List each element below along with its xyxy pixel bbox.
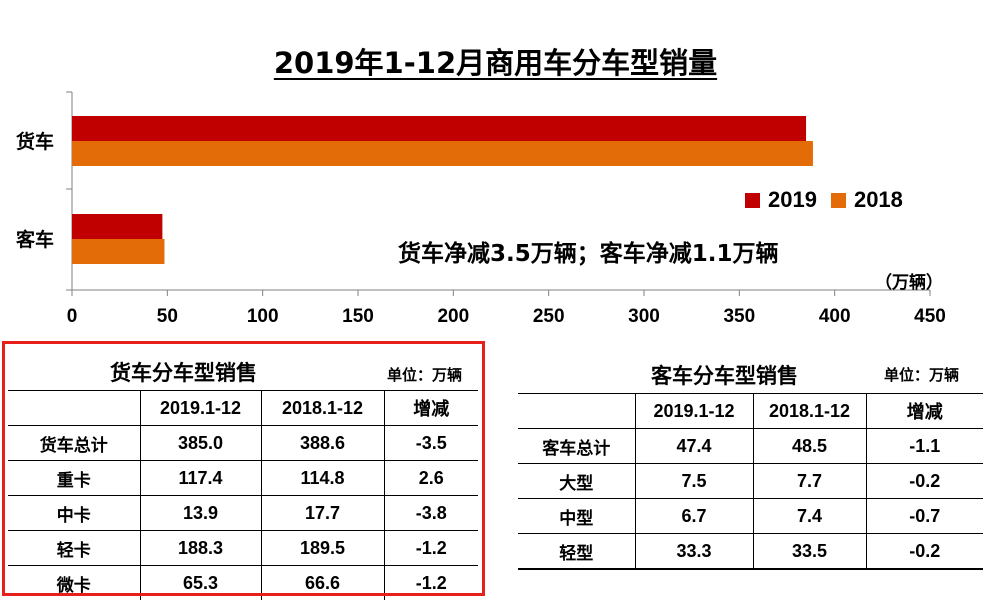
bus-table-cell: -0.2	[865, 463, 983, 499]
bus-table-cell: -1.1	[865, 428, 983, 464]
bus-table-row: 中型 6.7 7.4 -0.7	[518, 498, 983, 534]
bar-2018-truck	[72, 141, 813, 166]
truck-table-title: 货车分车型销售	[110, 361, 257, 385]
truck-table-row: 重卡 117.4 114.8 2.6	[8, 460, 478, 496]
truck-table-cell: 2.6	[383, 460, 478, 496]
bus-table-row: 客车总计 47.4 48.5 -1.1	[518, 428, 983, 464]
truck-sales-table: 2019.1-12 2018.1-12 增减 货车总计 385.0 388.6 -3.5 重卡…	[8, 390, 478, 600]
category-label: 客车	[16, 228, 54, 251]
bus-table-cell: 47.4	[634, 428, 754, 464]
truck-table-row: 货车总计 385.0 388.6 -3.5	[8, 425, 478, 461]
truck-table-row-label: 轻卡	[8, 530, 141, 566]
bus-table-row: 轻型 33.3 33.5 -0.2	[518, 533, 983, 570]
legend-item-2019: 2019	[745, 187, 817, 213]
x-tick-label: 0	[67, 306, 78, 327]
legend-swatch-2018	[830, 192, 846, 208]
bus-table-cell: 33.5	[752, 533, 867, 570]
truck-table-cell: -3.5	[383, 425, 478, 461]
truck-table-unit: 单位：万辆	[387, 366, 463, 384]
truck-table-cell: 117.4	[139, 460, 262, 496]
legend-label-2018: 2018	[853, 187, 903, 212]
bus-table-cell: -0.2	[865, 533, 983, 570]
bus-table-cell: 33.3	[634, 533, 754, 570]
bus-table-cell: 6.7	[634, 498, 754, 534]
bus-table-title: 客车分车型销售	[651, 364, 798, 388]
truck-table-cell: -1.2	[383, 530, 478, 566]
x-tick-label: 100	[247, 306, 279, 327]
x-tick-label: 150	[342, 306, 374, 327]
truck-table-header-row: 2019.1-12 2018.1-12 增减	[8, 390, 478, 426]
bus-table-row-label: 客车总计	[518, 428, 636, 464]
x-tick-label: 450	[914, 306, 946, 327]
truck-table-header-cell: 2019.1-12	[139, 390, 262, 426]
category-label: 货车	[16, 130, 54, 153]
bus-table-cell: 7.7	[752, 463, 867, 499]
bus-table-header-row: 2019.1-12 2018.1-12 增减	[518, 393, 983, 429]
bus-table-cell: 48.5	[752, 428, 867, 464]
x-tick-label: 400	[819, 306, 851, 327]
x-tick-label: 250	[533, 306, 565, 327]
bus-table-header-cell: 2018.1-12	[752, 393, 867, 429]
truck-table-cell: 188.3	[139, 530, 262, 566]
bus-table-cell: 7.4	[752, 498, 867, 534]
axis-unit-label: （万辆）	[875, 273, 943, 293]
bar-2018-bus	[72, 239, 165, 264]
x-tick-label: 350	[723, 306, 755, 327]
bus-table-row: 大型 7.5 7.7 -0.2	[518, 463, 983, 499]
x-tick-label: 50	[157, 306, 178, 327]
legend-label-2019: 2019	[768, 187, 817, 212]
chart-title: 2019年1-12月商用车分车型销量	[273, 46, 718, 80]
chart-annotation: 货车净减3.5万辆；客车净减1.1万辆	[398, 241, 779, 267]
bus-table-cell: -0.7	[865, 498, 983, 534]
bus-table-header-cell	[518, 393, 636, 429]
x-tick-label: 300	[628, 306, 660, 327]
truck-table-header-cell	[8, 390, 141, 426]
bus-table-row-label: 轻型	[518, 533, 636, 570]
chart-legend: 2019 2018	[745, 187, 903, 213]
truck-table-cell: 189.5	[260, 530, 385, 566]
bus-table-unit: 单位：万辆	[884, 366, 960, 384]
truck-table-cell: -3.8	[383, 495, 478, 531]
truck-table-cell: 114.8	[260, 460, 385, 496]
truck-table-highlight	[2, 341, 485, 596]
bar-2019-truck	[72, 116, 807, 141]
bus-table-row-label: 大型	[518, 463, 636, 499]
bar-2019-bus	[72, 214, 163, 239]
truck-table-row: 轻卡 188.3 189.5 -1.2	[8, 530, 478, 566]
truck-table-cell: 388.6	[260, 425, 385, 461]
legend-item-2018: 2018	[830, 187, 903, 213]
legend-swatch-2019	[745, 192, 760, 208]
bus-table-header-cell: 2019.1-12	[634, 393, 754, 429]
truck-table-row: 中卡 13.9 17.7 -3.8	[8, 495, 478, 531]
truck-table-row-label: 重卡	[8, 460, 141, 496]
bus-table-row-label: 中型	[518, 498, 636, 534]
bus-sales-table: 2019.1-12 2018.1-12 增减 客车总计 47.4 48.5 -1.1 大型 7.…	[518, 393, 983, 570]
bus-table-cell: 7.5	[634, 463, 754, 499]
bus-table-header-cell: 增减	[865, 393, 983, 429]
x-tick-label: 200	[437, 306, 469, 327]
